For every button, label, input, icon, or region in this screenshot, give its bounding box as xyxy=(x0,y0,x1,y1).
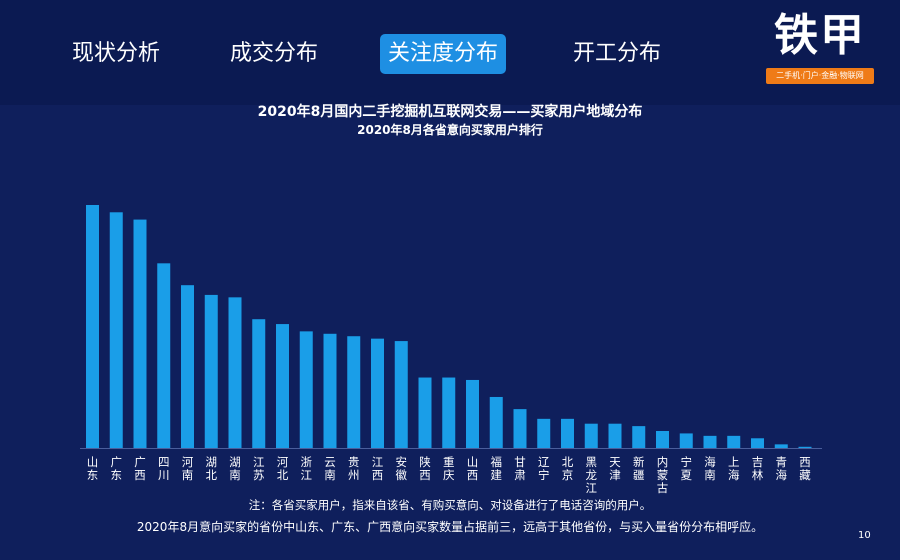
x-tick-label: 西藏 xyxy=(799,455,811,482)
tab-status-analysis[interactable]: 现状分析 xyxy=(72,41,161,66)
bar-chart: 山东广东广西四川河南湖北湖南江苏河北浙江云南贵州江西安徽陕西重庆山西福建甘肃辽宁… xyxy=(80,205,822,495)
chart-footnote: 注：各省买家用户，指来自该省、有购买意向、对设备进行了电话咨询的用户。 xyxy=(248,498,652,512)
x-tick-label: 广西 xyxy=(134,455,146,482)
bar xyxy=(537,418,551,448)
x-tick-label: 江西 xyxy=(372,455,384,482)
bar xyxy=(299,331,313,448)
bar xyxy=(252,319,266,448)
x-tick-label: 河南 xyxy=(182,455,194,482)
x-tick-label: 山西 xyxy=(467,455,479,482)
brand-logo-text: 铁甲 xyxy=(774,10,866,61)
bar xyxy=(703,435,717,448)
x-tick-label: 浙江 xyxy=(301,455,313,482)
bar xyxy=(133,219,147,448)
bar xyxy=(561,418,574,448)
bar xyxy=(466,379,479,448)
bar xyxy=(632,426,646,448)
brand-logo: 铁甲 二手机·门户·金融·物联网 xyxy=(762,10,878,86)
x-tick-label: 黑龙江 xyxy=(586,455,598,495)
x-tick-label: 宁夏 xyxy=(681,455,693,482)
x-tick-label: 上海 xyxy=(728,455,740,482)
x-tick-label: 安徽 xyxy=(396,455,408,482)
chart-subtitle: 2020年8月各省意向买家用户排行 xyxy=(357,123,543,137)
page-number: 10 xyxy=(858,530,871,541)
x-tick-label: 辽宁 xyxy=(538,455,550,482)
x-tick-label: 内蒙古 xyxy=(657,455,669,495)
bar xyxy=(774,444,788,449)
bar xyxy=(394,341,408,448)
x-tick-label: 新疆 xyxy=(633,455,645,482)
bar xyxy=(584,423,598,448)
bar xyxy=(751,438,764,448)
x-tick-label: 湖南 xyxy=(229,455,241,482)
x-tick-label: 广东 xyxy=(111,455,123,482)
bar xyxy=(798,446,812,449)
x-tick-label: 四川 xyxy=(158,455,170,482)
bar xyxy=(157,263,171,448)
bar xyxy=(442,377,456,448)
x-tick-label: 福建 xyxy=(491,455,503,482)
x-tick-label: 重庆 xyxy=(443,455,455,482)
x-tick-label: 吉林 xyxy=(752,455,764,482)
tab-deal-distribution[interactable]: 成交分布 xyxy=(230,41,319,66)
x-tick-label: 陕西 xyxy=(419,455,431,482)
x-tick-label: 贵州 xyxy=(348,455,360,482)
bar xyxy=(228,297,242,448)
x-tick-label: 山东 xyxy=(87,455,99,482)
x-tick-label: 湖北 xyxy=(206,455,218,482)
bar xyxy=(204,294,218,448)
x-tick-label: 天津 xyxy=(609,455,621,482)
header-bar: 现状分析 成交分布 关注度分布 开工分布 铁甲 二手机·门户·金融·物联网 xyxy=(0,0,900,105)
brand-tagline: 二手机·门户·金融·物联网 xyxy=(766,68,874,84)
tab-operation-distribution[interactable]: 开工分布 xyxy=(573,41,662,66)
bar xyxy=(371,338,384,448)
bar xyxy=(656,430,669,448)
x-tick-label: 云南 xyxy=(324,455,336,482)
bar xyxy=(347,336,361,448)
tab-attention-distribution[interactable]: 关注度分布 xyxy=(380,34,507,74)
x-tick-label: 河北 xyxy=(277,455,289,482)
bar xyxy=(276,324,289,448)
x-tick-label: 青海 xyxy=(776,455,788,482)
bar xyxy=(513,409,527,448)
bar xyxy=(418,377,432,448)
bar xyxy=(679,433,693,448)
bar xyxy=(489,396,503,448)
chart-title: 2020年8月国内二手挖掘机互联网交易——买家用户地域分布 xyxy=(257,104,643,120)
x-tick-label: 甘肃 xyxy=(514,455,526,482)
bar xyxy=(323,333,337,448)
x-tick-label: 江苏 xyxy=(253,455,265,482)
chart-conclusion: 2020年8月意向买家的省份中山东、广东、广西意向买家数量占据前三，远高于其他省… xyxy=(136,520,764,534)
bar xyxy=(86,205,99,448)
bar xyxy=(608,423,622,448)
bar xyxy=(181,285,194,448)
x-tick-label: 北京 xyxy=(562,455,574,482)
bar xyxy=(727,435,741,448)
x-tick-label: 海南 xyxy=(704,455,716,482)
bar xyxy=(109,212,123,448)
